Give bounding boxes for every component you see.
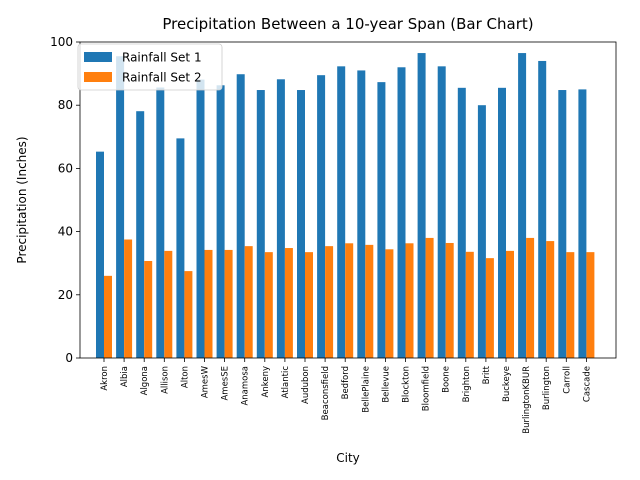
bar-series-1-boone — [437, 66, 446, 358]
bar-series-1-anamosa — [236, 74, 245, 358]
bar-series-2-cascade — [586, 252, 595, 358]
bar-series-1-brighton — [457, 87, 466, 358]
x-tick-label-boone: Boone — [442, 366, 452, 393]
bar-series-2-algona — [144, 260, 153, 358]
bar-series-2-bedford — [345, 243, 354, 358]
bar-series-2-bellevue — [385, 249, 394, 358]
bar-series-1-bellevue — [377, 82, 386, 358]
bar-series-1-burlington — [538, 60, 547, 359]
bar-series-2-beaconsfield — [325, 246, 334, 358]
x-tick-label-anamosa: Anamosa — [241, 366, 251, 406]
x-tick-label-algona: Algona — [140, 366, 150, 395]
bar-series-1-burlingtonkbur — [518, 53, 527, 359]
x-tick-label-burlingtonkbur: BurlingtonKBUR — [522, 366, 532, 434]
y-tick-label: 80 — [58, 98, 73, 112]
legend-swatch-2 — [84, 72, 112, 82]
bar-series-2-carroll — [566, 252, 575, 358]
axes-frame — [79, 41, 617, 359]
chart-title: Precipitation Between a 10-year Span (Ba… — [162, 15, 533, 33]
bar-series-2-akron — [104, 275, 112, 358]
bar-series-2-britt — [485, 258, 494, 358]
bar-series-2-albia — [124, 239, 133, 358]
bar-series-1-atlantic — [276, 79, 285, 358]
x-tick-label-britt: Britt — [482, 365, 492, 384]
bar-series-1-alton — [176, 138, 185, 358]
y-tick-label: 100 — [50, 35, 73, 49]
bar-series-2-atlantic — [284, 248, 293, 358]
bar-series-2-buckeye — [506, 250, 514, 358]
bar-series-1-buckeye — [498, 87, 506, 358]
bar-series-1-albia — [116, 56, 125, 358]
plot-area: 0 20 40 60 80 100 Akron Albia Algona Allison Alton… — [50, 35, 617, 434]
x-tick-label-buckeye: Buckeye — [502, 366, 512, 402]
x-tick-label-albia: Albia — [120, 366, 130, 387]
x-axis-label: City — [336, 451, 360, 465]
x-tick-label-ankeny: Ankeny — [261, 366, 271, 397]
x-tick-label-bedford: Bedford — [341, 366, 351, 399]
bar-series-2-alton — [184, 271, 193, 358]
bar-series-2-burlingtonkbur — [526, 237, 535, 358]
bar-series-2-ankeny — [264, 252, 273, 358]
x-tick-label-amesw: AmesW — [201, 365, 211, 398]
y-tick-label: 20 — [58, 288, 73, 302]
y-tick-label: 40 — [58, 225, 73, 239]
bar-series-2-boone — [445, 242, 454, 358]
x-tick-label-audubon: Audubon — [301, 366, 311, 404]
bar-series-1-britt — [477, 105, 486, 358]
bar-series-2-bloomfield — [425, 237, 434, 358]
x-tick-label-carroll: Carroll — [562, 366, 572, 394]
bar-series-2-amesse — [224, 249, 233, 358]
bar-series-1-akron — [96, 151, 104, 358]
bar-series-1-bedford — [337, 66, 346, 358]
x-tick-label-amesse: AmesSE — [221, 366, 231, 401]
bar-series-2-blockton — [405, 243, 414, 358]
bar-series-2-allison — [164, 250, 173, 358]
x-tick-label-burlington: Burlington — [542, 366, 552, 410]
bar-series-2-brighton — [465, 251, 474, 358]
x-tick-label-belleplaine: BellePlaine — [361, 366, 371, 413]
bar-series-1-carroll — [558, 90, 567, 358]
bar-series-2-anamosa — [244, 246, 253, 358]
x-tick-label-cascade: Cascade — [582, 366, 592, 402]
x-tick-label-akron: Akron — [100, 366, 110, 391]
bar-series-1-allison — [156, 87, 165, 358]
y-axis-label: Precipitation (Inches) — [15, 136, 29, 263]
bar-series-2-burlington — [546, 241, 555, 358]
x-tick-label-atlantic: Atlantic — [281, 366, 291, 399]
legend: Rainfall Set 1 Rainfall Set 2 — [77, 43, 223, 91]
bar-series-1-cascade — [578, 89, 587, 359]
bar-series-1-belleplaine — [357, 70, 366, 358]
bar-series-2-belleplaine — [365, 244, 374, 358]
x-tick-label-blockton: Blockton — [402, 366, 412, 403]
legend-entry-2: Rainfall Set 2 — [122, 71, 202, 85]
x-tick-label-beaconsfield: Beaconsfield — [321, 366, 331, 420]
x-tick-label-bloomfield: Bloomfield — [422, 366, 432, 411]
bar-series-1-audubon — [297, 90, 305, 358]
x-tick-label-allison: Allison — [160, 366, 170, 394]
legend-entry-1: Rainfall Set 1 — [122, 51, 202, 65]
bar-series-1-beaconsfield — [317, 75, 326, 359]
x-tick-label-bellevue: Bellevue — [381, 366, 391, 403]
bar-series-1-blockton — [397, 67, 406, 358]
legend-box — [77, 43, 223, 91]
legend-swatch-1 — [84, 52, 112, 62]
x-tick-label-alton: Alton — [180, 366, 190, 388]
x-tick-label-brighton: Brighton — [462, 366, 472, 402]
bar-series-1-amesse — [216, 85, 225, 358]
y-tick-label: 60 — [58, 161, 73, 175]
bar-series-1-ankeny — [256, 90, 265, 358]
bar-series-1-amesw — [196, 79, 205, 358]
bar-series-2-amesw — [204, 249, 213, 358]
bar-series-1-algona — [136, 111, 145, 358]
bar-series-2-audubon — [305, 252, 313, 358]
bar-series-1-bloomfield — [417, 53, 426, 359]
y-tick-label: 0 — [65, 351, 73, 365]
